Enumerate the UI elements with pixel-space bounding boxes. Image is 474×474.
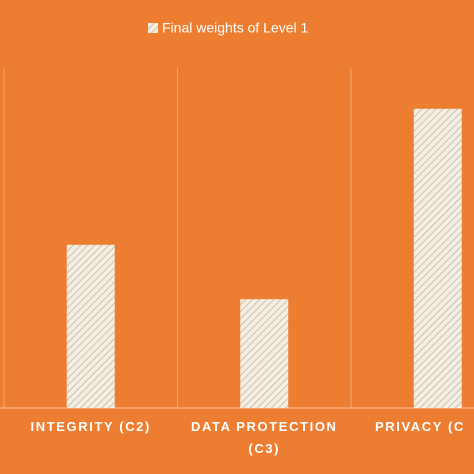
legend-label: Final weights of Level 1 [162,20,309,36]
bar [240,299,289,408]
bar [66,244,115,408]
bar [413,108,462,409]
x-tick-label: PRIVACY (C [375,419,465,434]
legend-swatch [148,23,158,33]
x-tick-label: INTEGRITY (C2) [31,419,151,434]
x-tick-label: DATA PROTECTION (C3) [191,419,338,456]
